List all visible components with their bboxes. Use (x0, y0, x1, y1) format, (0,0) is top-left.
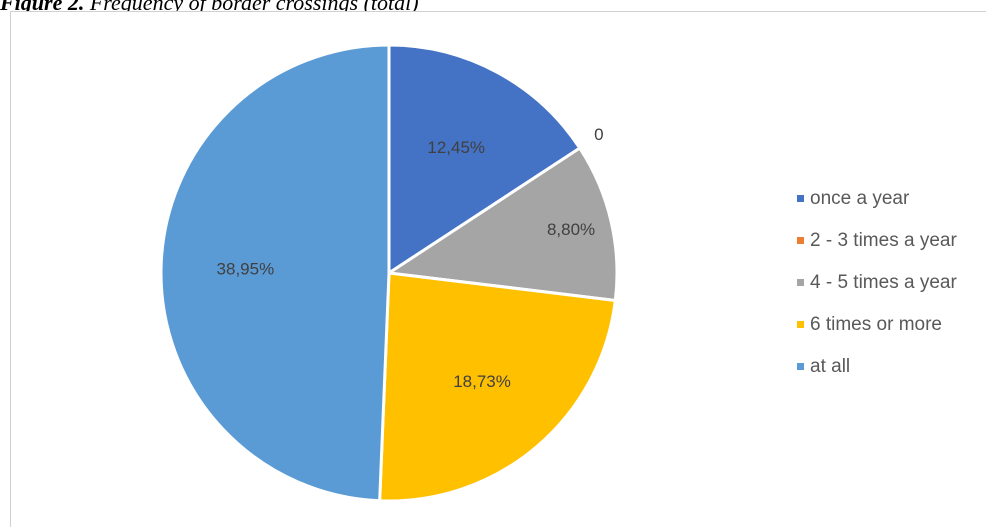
legend-swatch (797, 363, 804, 370)
legend-swatch (797, 237, 804, 244)
data-label-at-all: 38,95% (217, 260, 275, 279)
chart-area: 12,45% 0 8,80% 18,73% 38,95% once a year 2 -… (10, 11, 986, 527)
pie-slice-once-a-year (387, 43, 582, 275)
figure-number: Figure 2. (0, 0, 85, 15)
figure-title: Frequency of border crossings (total) (84, 0, 419, 15)
legend-item-6-times-or-more: 6 times or more (797, 314, 957, 335)
data-label-2-3-times-a-year: 0 (594, 125, 603, 144)
figure-caption: Figure 2. Frequency of border crossings … (0, 0, 419, 14)
pie-slice-at-all (159, 43, 391, 503)
pie-slice-6-times-or-more (378, 271, 617, 503)
legend-swatch (797, 321, 804, 328)
legend-item-4-5-times-a-year: 4 - 5 times a year (797, 272, 957, 293)
legend-label: at all (810, 355, 851, 377)
legend-item-2-3-times-a-year: 2 - 3 times a year (797, 230, 957, 251)
data-label-4-5-times-a-year: 8,80% (547, 220, 595, 239)
chart-legend: once a year 2 - 3 times a year 4 - 5 tim… (797, 188, 957, 398)
data-label-once-a-year: 12,45% (427, 138, 485, 157)
legend-swatch (797, 195, 804, 202)
legend-label: 4 - 5 times a year (810, 271, 957, 293)
legend-label: once a year (810, 187, 910, 209)
legend-item-once-a-year: once a year (797, 188, 957, 209)
legend-label: 2 - 3 times a year (810, 229, 957, 251)
legend-swatch (797, 279, 804, 286)
legend-label: 6 times or more (810, 313, 942, 335)
data-label-6-times-or-more: 18,73% (453, 372, 511, 391)
pie-chart: 12,45% 0 8,80% 18,73% 38,95% (159, 43, 619, 503)
pie-slice-4-5-times-a-year (387, 146, 619, 302)
legend-item-at-all: at all (797, 356, 957, 377)
